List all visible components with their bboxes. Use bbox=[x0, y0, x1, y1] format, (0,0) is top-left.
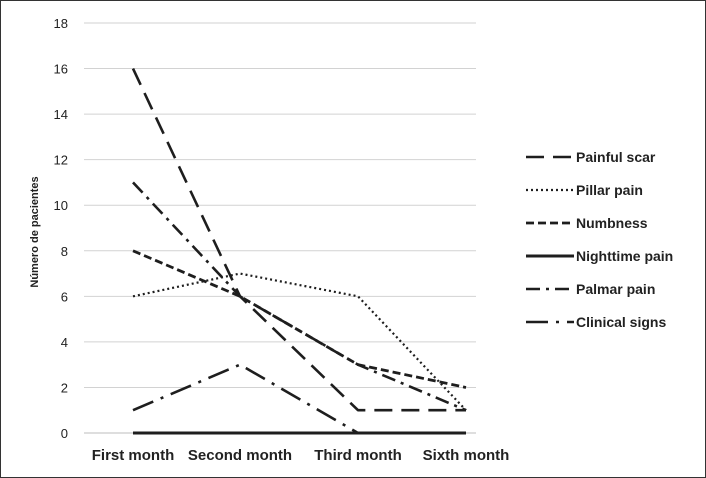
y-tick-label: 14 bbox=[54, 107, 68, 122]
y-tick-label: 2 bbox=[61, 380, 68, 395]
y-tick-label: 16 bbox=[54, 62, 68, 77]
x-tick-label: First month bbox=[92, 447, 175, 464]
legend-label: Clinical signs bbox=[576, 314, 666, 330]
series-line-palmar-pain bbox=[132, 181, 467, 412]
x-axis-ticks: First month Second month Third month Sixth … bbox=[92, 447, 510, 464]
gridlines bbox=[84, 22, 476, 434]
y-tick-label: 0 bbox=[61, 426, 68, 441]
legend-label: Painful scar bbox=[576, 149, 656, 165]
y-tick-label: 6 bbox=[61, 289, 68, 304]
legend-label: Numbness bbox=[576, 215, 648, 231]
x-tick-label: Second month bbox=[188, 447, 292, 464]
legend-label: Palmar pain bbox=[576, 281, 655, 297]
legend-label: Pillar pain bbox=[576, 182, 643, 198]
y-axis-ticks: 0 2 4 6 8 10 12 14 16 18 bbox=[54, 16, 68, 441]
series-line-painful-scar bbox=[131, 68, 466, 412]
series-line-clinical-signs bbox=[132, 363, 359, 435]
y-tick-label: 8 bbox=[61, 244, 68, 259]
series-lines bbox=[131, 68, 467, 435]
x-tick-label: Sixth month bbox=[423, 447, 510, 464]
y-axis-label: Número de pacientes bbox=[29, 176, 41, 287]
x-tick-label: Third month bbox=[314, 447, 401, 464]
y-tick-label: 18 bbox=[54, 16, 68, 31]
legend: Painful scar Pillar pain Numbness Nighttime… bbox=[526, 149, 673, 330]
y-tick-label: 10 bbox=[54, 198, 68, 213]
legend-label: Nighttime pain bbox=[576, 248, 673, 264]
y-tick-label: 12 bbox=[54, 153, 68, 168]
y-tick-label: 4 bbox=[61, 335, 68, 350]
series-line-numbness bbox=[132, 249, 467, 389]
